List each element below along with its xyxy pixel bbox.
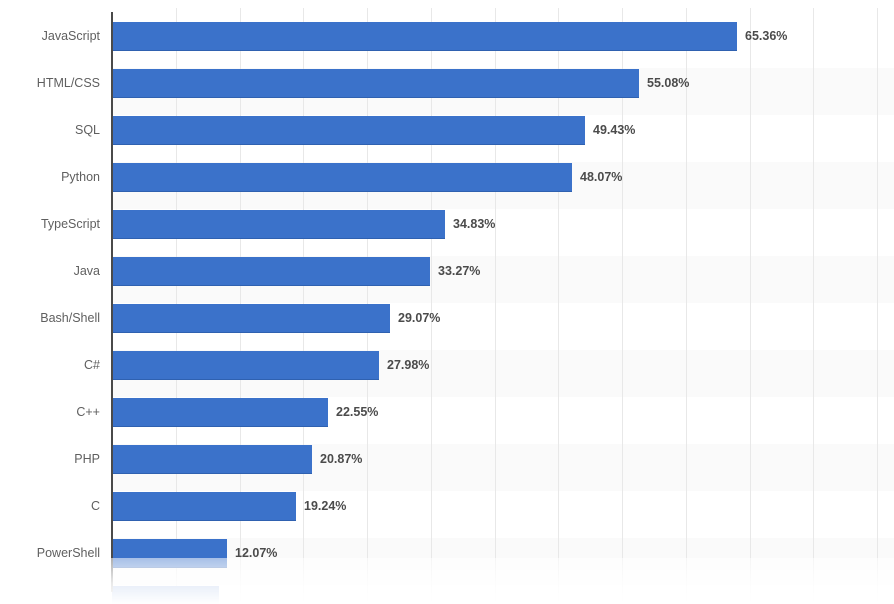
gridline (622, 8, 623, 604)
bar[interactable] (112, 492, 296, 521)
value-label: 49.43% (593, 123, 636, 137)
bar[interactable] (112, 163, 572, 192)
bar[interactable] (112, 539, 227, 568)
bar[interactable] (112, 351, 379, 380)
gridline (877, 8, 878, 604)
bar-row[interactable]: JavaScript 65.36% (0, 13, 894, 60)
value-label: 29.07% (398, 311, 441, 325)
bar-row[interactable]: TypeScript 34.83% (0, 201, 894, 248)
bar[interactable] (112, 210, 445, 239)
category-label: PowerShell (36, 546, 100, 560)
y-axis-line (111, 12, 113, 592)
bar[interactable] (112, 22, 737, 51)
value-label: 33.27% (438, 264, 481, 278)
bar-row[interactable]: HTML/CSS 55.08% (0, 60, 894, 107)
bar-row[interactable]: C 19.24% (0, 483, 894, 530)
category-label: C++ (76, 405, 100, 419)
bar[interactable] (112, 257, 430, 286)
category-label: PHP (74, 452, 100, 466)
bar-row[interactable]: C++ 22.55% (0, 389, 894, 436)
category-label: Python (61, 170, 100, 184)
bar[interactable] (112, 586, 219, 604)
value-label: 55.08% (647, 76, 690, 90)
category-label: TypeScript (40, 217, 100, 231)
gridline (558, 8, 559, 604)
category-label: Java (73, 264, 100, 278)
category-label: JavaScript (41, 29, 100, 43)
category-label (0, 577, 100, 604)
category-label: SQL (74, 123, 100, 137)
value-label: 48.07% (580, 170, 623, 184)
bar-row[interactable]: Java 33.27% (0, 248, 894, 295)
bar[interactable] (112, 69, 639, 98)
bar-row[interactable]: PowerShell 12.07% (0, 530, 894, 577)
category-label: Bash/Shell (40, 311, 100, 325)
category-label: HTML/CSS (36, 76, 100, 90)
bar-row[interactable]: C# 27.98% (0, 342, 894, 389)
value-label: 22.55% (336, 405, 379, 419)
category-label: C# (84, 358, 100, 372)
bar-row[interactable] (0, 577, 894, 604)
gridline (686, 8, 687, 604)
bar[interactable] (112, 304, 390, 333)
gridline (431, 8, 432, 604)
bar-row[interactable]: Python 48.07% (0, 154, 894, 201)
bar-row[interactable]: PHP 20.87% (0, 436, 894, 483)
bar[interactable] (112, 445, 312, 474)
gridline (813, 8, 814, 604)
bar[interactable] (112, 116, 585, 145)
bar[interactable] (112, 398, 328, 427)
value-label: 65.36% (745, 29, 788, 43)
bar-row[interactable]: Bash/Shell 29.07% (0, 295, 894, 342)
gridline (495, 8, 496, 604)
gridline (750, 8, 751, 604)
value-label: 34.83% (453, 217, 496, 231)
value-label: 12.07% (235, 546, 278, 560)
value-label: 27.98% (387, 358, 430, 372)
value-label: 19.24% (304, 499, 347, 513)
bar-row[interactable]: SQL 49.43% (0, 107, 894, 154)
value-label: 20.87% (320, 452, 363, 466)
category-label: C (90, 499, 100, 513)
